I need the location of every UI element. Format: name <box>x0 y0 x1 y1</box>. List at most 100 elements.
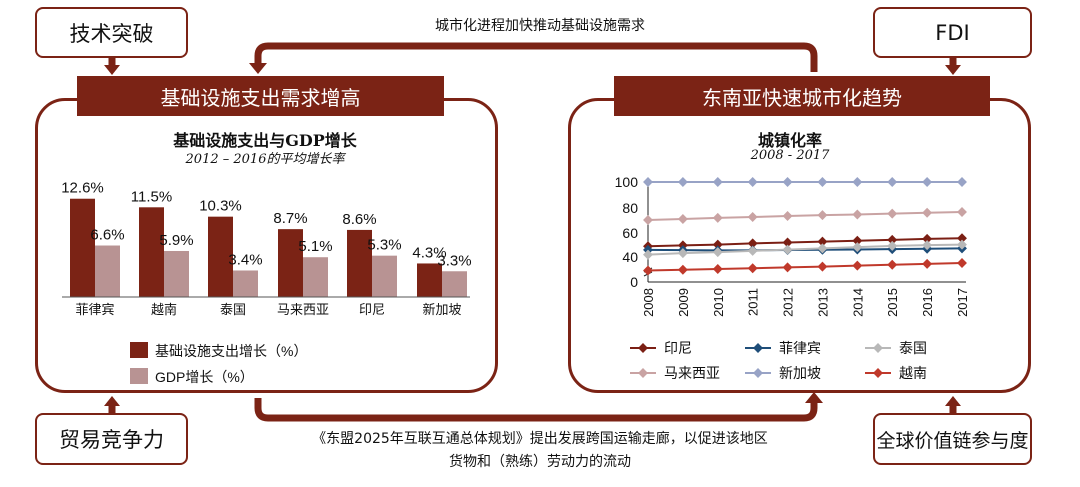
data-point <box>852 260 863 271</box>
bar-infra <box>347 229 372 297</box>
data-point <box>922 258 933 269</box>
x-tick-label: 2011 <box>746 288 761 316</box>
data-point <box>852 209 863 220</box>
legend-label: 马来西亚 <box>664 365 720 381</box>
data-label: 4.3% <box>412 244 446 261</box>
data-point <box>747 177 758 187</box>
data-point <box>782 262 793 273</box>
bar-gdp <box>372 255 397 297</box>
data-point <box>922 207 933 218</box>
line-chart: 0 40 60 80 100 2008 2009 2010 2011 2012 2013 2014 20… <box>615 174 970 381</box>
category-label: 菲律宾 <box>75 302 114 317</box>
bar-infra <box>417 263 442 297</box>
series-line-印尼 <box>647 237 963 248</box>
data-point <box>782 211 793 221</box>
data-point <box>677 248 688 259</box>
bar-infra <box>70 198 95 297</box>
data-label: 12.6% <box>61 180 104 197</box>
gvc-participation-box: 全球价值链参与度 <box>873 413 1032 465</box>
x-tick-label: 2013 <box>815 288 830 317</box>
legend-marker <box>753 368 763 378</box>
x-tick-label: 2016 <box>920 288 935 317</box>
legend-label: 基础设施支出增长（%） <box>155 343 307 359</box>
x-tick-label: 2008 <box>641 288 656 317</box>
data-point <box>922 177 933 187</box>
data-point <box>782 244 793 255</box>
series-line-马来西亚 <box>647 211 963 221</box>
data-point <box>922 233 933 244</box>
arrowhead <box>249 63 267 74</box>
data-label: 3.4% <box>228 251 262 268</box>
data-point <box>747 263 758 274</box>
data-point <box>747 212 758 222</box>
legend-label: 菲律宾 <box>779 340 821 356</box>
left-panel-header: 基础设施支出需求增高 <box>77 76 444 116</box>
y-tick-label: 40 <box>622 249 638 265</box>
bar-gdp <box>95 245 120 297</box>
bar-infra <box>278 229 303 297</box>
data-point <box>712 264 723 274</box>
data-point <box>817 236 828 247</box>
legend-label: 印尼 <box>664 340 692 356</box>
legend-marker <box>873 368 883 378</box>
data-point <box>782 177 793 187</box>
data-point <box>852 177 863 187</box>
trade-competitiveness-box: 贸易竞争力 <box>35 413 188 465</box>
data-point <box>957 207 967 217</box>
data-point <box>817 177 828 187</box>
legend-marker <box>873 343 883 353</box>
category-label: 泰国 <box>220 302 246 317</box>
data-point <box>712 177 723 187</box>
data-point <box>887 177 898 187</box>
y-tick-label: 0 <box>630 274 638 290</box>
data-point <box>817 243 828 254</box>
arrowhead <box>805 392 823 403</box>
data-point <box>643 265 653 276</box>
legend-swatch <box>130 342 148 358</box>
x-tick-label: 2015 <box>885 288 900 317</box>
legend-label: 新加坡 <box>779 365 821 381</box>
data-point <box>852 242 863 253</box>
x-tick-label: 2017 <box>955 288 970 317</box>
legend-swatch <box>130 368 148 384</box>
legend-label: GDP增长（%） <box>155 369 254 385</box>
data-point <box>712 212 723 223</box>
data-point <box>957 239 967 250</box>
data-point <box>643 177 653 187</box>
category-label: 马来西亚 <box>277 302 329 317</box>
top-arrow-label: 城市化进程加快推动基础设施需求 <box>435 18 645 34</box>
data-label: 5.3% <box>367 237 401 254</box>
data-label: 8.6% <box>342 211 376 228</box>
data-point <box>643 249 653 260</box>
right-panel-header: 东南亚快速城市化趋势 <box>614 76 990 116</box>
data-point <box>747 245 758 256</box>
x-tick-label: 2010 <box>711 288 726 317</box>
bottom-arrow-label-2: 货物和（熟练）劳动力的流动 <box>449 454 631 470</box>
data-label: 5.1% <box>298 238 332 255</box>
data-point <box>712 239 723 250</box>
bar-chart-subtitle: 2012 – 2016的平均增长率 <box>185 152 345 167</box>
category-label: 印尼 <box>359 302 385 317</box>
y-tick-label: 100 <box>615 174 639 190</box>
line-chart-title: 城镇化率 <box>757 131 822 150</box>
bottom-arrow <box>254 398 818 422</box>
data-label: 3.3% <box>437 252 471 269</box>
line-chart-subtitle: 2008 - 2017 <box>750 148 830 163</box>
series-line-泰国 <box>647 243 963 256</box>
data-point <box>957 233 967 244</box>
x-tick-label: 2014 <box>850 288 865 317</box>
bar-infra <box>139 207 164 297</box>
bar-gdp <box>442 271 467 297</box>
fdi-box: FDI <box>873 7 1032 58</box>
data-point <box>677 264 688 275</box>
data-point <box>957 258 967 268</box>
data-point <box>887 259 898 270</box>
legend-label: 越南 <box>899 365 927 381</box>
bar-gdp <box>233 270 258 297</box>
category-label: 新加坡 <box>422 302 461 317</box>
category-label: 越南 <box>151 302 177 317</box>
legend-marker <box>638 368 648 378</box>
x-tick-label: 2012 <box>781 288 796 317</box>
data-label: 10.3% <box>199 198 242 215</box>
